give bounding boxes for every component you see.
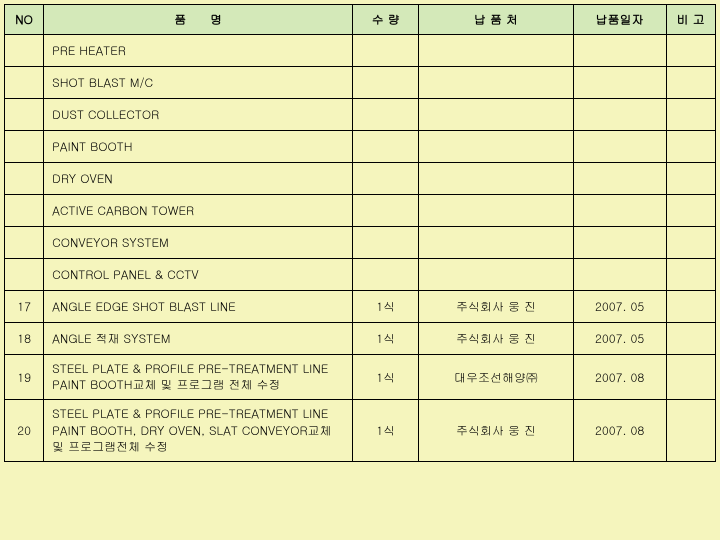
header-client: 납 품 처: [419, 5, 574, 35]
cell-name: STEEL PLATE & PROFILE PRE-TREATMENT LINE…: [44, 400, 353, 462]
cell-no: [5, 195, 44, 227]
cell-no: [5, 99, 44, 131]
cell-qty: [353, 99, 419, 131]
cell-client: [419, 67, 574, 99]
cell-remark: [666, 400, 715, 462]
cell-name: PAINT BOOTH: [44, 131, 353, 163]
cell-no: 20: [5, 400, 44, 462]
cell-name: ACTIVE CARBON TOWER: [44, 195, 353, 227]
cell-name: CONVEYOR SYSTEM: [44, 227, 353, 259]
delivery-table: NO 품 명 수 량 납 품 처 납품일자 비 고 PRE HEATERSHOT…: [4, 4, 716, 462]
cell-name: CONTROL PANEL & CCTV: [44, 259, 353, 291]
table-row: 19STEEL PLATE & PROFILE PRE-TREATMENT LI…: [5, 355, 716, 400]
cell-no: [5, 227, 44, 259]
cell-client: [419, 131, 574, 163]
cell-remark: [666, 259, 715, 291]
cell-remark: [666, 131, 715, 163]
cell-qty: [353, 131, 419, 163]
cell-no: [5, 67, 44, 99]
cell-remark: [666, 323, 715, 355]
cell-date: [573, 35, 666, 67]
cell-name: SHOT BLAST M/C: [44, 67, 353, 99]
cell-qty: [353, 67, 419, 99]
cell-qty: 1식: [353, 355, 419, 400]
cell-qty: [353, 195, 419, 227]
cell-date: [573, 227, 666, 259]
cell-client: 주식회사 웅 진: [419, 323, 574, 355]
cell-qty: [353, 163, 419, 195]
cell-date: 2007. 05: [573, 323, 666, 355]
cell-name: PRE HEATER: [44, 35, 353, 67]
cell-date: [573, 163, 666, 195]
cell-client: 주식회사 웅 진: [419, 400, 574, 462]
cell-remark: [666, 67, 715, 99]
cell-qty: 1식: [353, 400, 419, 462]
cell-qty: [353, 259, 419, 291]
cell-name: STEEL PLATE & PROFILE PRE-TREATMENT LINE…: [44, 355, 353, 400]
header-name: 품 명: [44, 5, 353, 35]
cell-no: [5, 35, 44, 67]
cell-no: 17: [5, 291, 44, 323]
cell-qty: [353, 227, 419, 259]
table-row: PAINT BOOTH: [5, 131, 716, 163]
cell-client: [419, 99, 574, 131]
cell-no: [5, 131, 44, 163]
table-row: 18ANGLE 적재 SYSTEM1식주식회사 웅 진2007. 05: [5, 323, 716, 355]
cell-remark: [666, 35, 715, 67]
table-row: CONVEYOR SYSTEM: [5, 227, 716, 259]
table-row: DUST COLLECTOR: [5, 99, 716, 131]
header-remark: 비 고: [666, 5, 715, 35]
table-row: 20STEEL PLATE & PROFILE PRE-TREATMENT LI…: [5, 400, 716, 462]
cell-no: 18: [5, 323, 44, 355]
cell-qty: [353, 35, 419, 67]
cell-date: [573, 131, 666, 163]
cell-client: 대우조선해양㈜: [419, 355, 574, 400]
cell-date: 2007. 08: [573, 355, 666, 400]
cell-client: [419, 163, 574, 195]
cell-no: [5, 259, 44, 291]
cell-date: [573, 259, 666, 291]
table-row: 17ANGLE EDGE SHOT BLAST LINE1식주식회사 웅 진20…: [5, 291, 716, 323]
cell-client: [419, 227, 574, 259]
cell-remark: [666, 99, 715, 131]
cell-client: [419, 259, 574, 291]
header-qty: 수 량: [353, 5, 419, 35]
table-row: DRY OVEN: [5, 163, 716, 195]
table-row: CONTROL PANEL & CCTV: [5, 259, 716, 291]
cell-name: ANGLE 적재 SYSTEM: [44, 323, 353, 355]
cell-remark: [666, 291, 715, 323]
cell-remark: [666, 195, 715, 227]
cell-date: [573, 195, 666, 227]
table-row: SHOT BLAST M/C: [5, 67, 716, 99]
cell-qty: 1식: [353, 323, 419, 355]
cell-date: [573, 67, 666, 99]
table-body: PRE HEATERSHOT BLAST M/CDUST COLLECTORPA…: [5, 35, 716, 462]
header-date: 납품일자: [573, 5, 666, 35]
cell-date: 2007. 05: [573, 291, 666, 323]
cell-remark: [666, 227, 715, 259]
cell-date: [573, 99, 666, 131]
cell-remark: [666, 163, 715, 195]
cell-name: ANGLE EDGE SHOT BLAST LINE: [44, 291, 353, 323]
table-row: ACTIVE CARBON TOWER: [5, 195, 716, 227]
cell-name: DRY OVEN: [44, 163, 353, 195]
cell-remark: [666, 355, 715, 400]
cell-name: DUST COLLECTOR: [44, 99, 353, 131]
cell-no: [5, 163, 44, 195]
cell-qty: 1식: [353, 291, 419, 323]
cell-client: [419, 35, 574, 67]
cell-date: 2007. 08: [573, 400, 666, 462]
cell-no: 19: [5, 355, 44, 400]
header-no: NO: [5, 5, 44, 35]
table-row: PRE HEATER: [5, 35, 716, 67]
table-header-row: NO 품 명 수 량 납 품 처 납품일자 비 고: [5, 5, 716, 35]
cell-client: 주식회사 웅 진: [419, 291, 574, 323]
cell-client: [419, 195, 574, 227]
